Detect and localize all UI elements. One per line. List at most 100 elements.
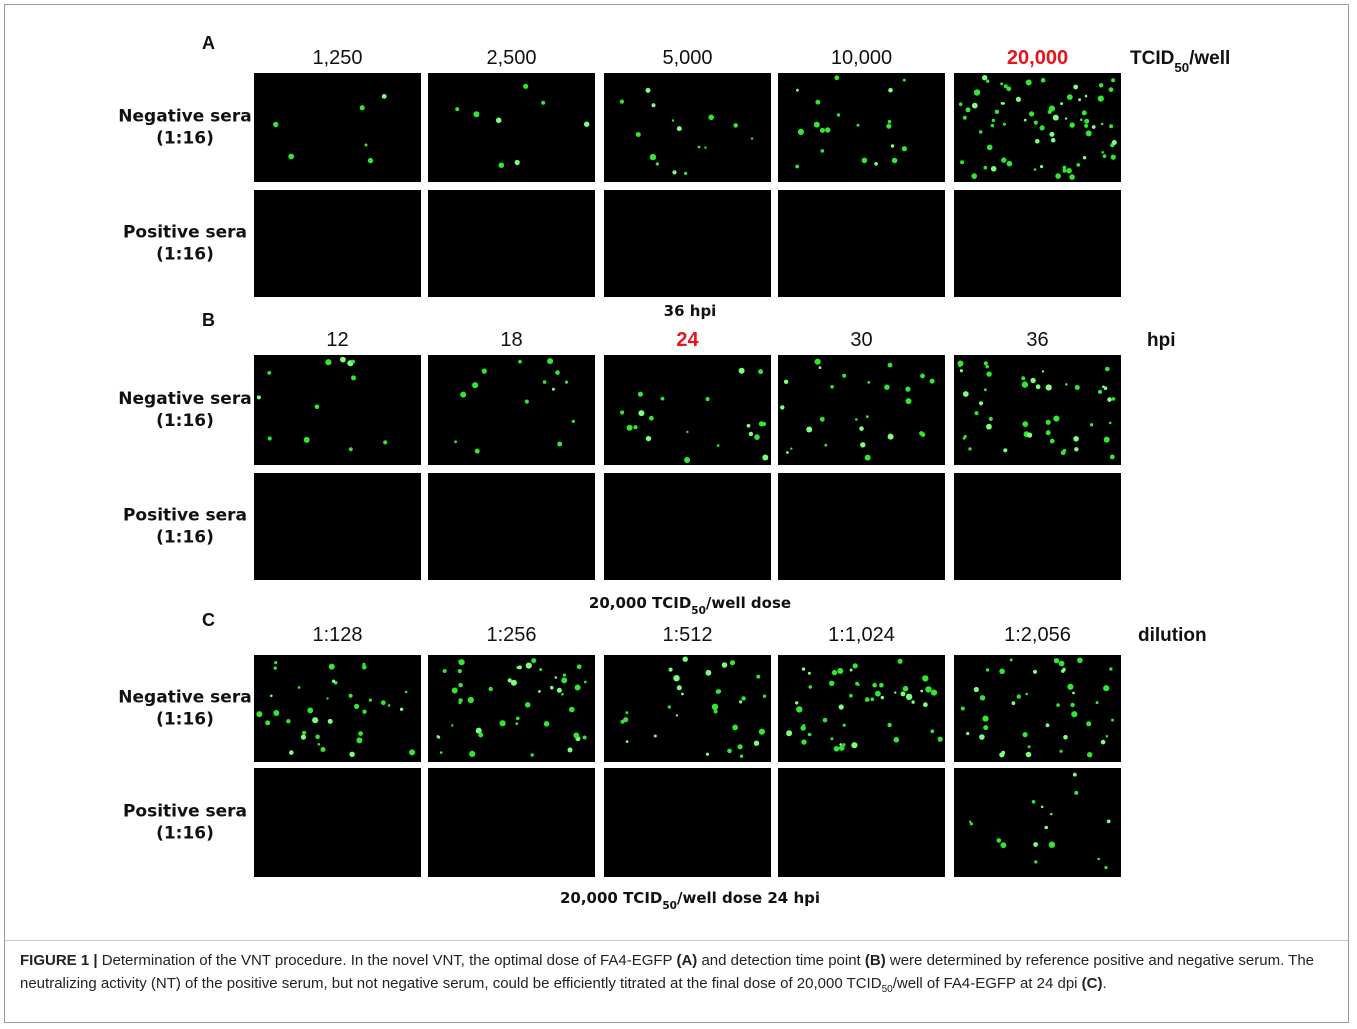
- fluorescent-cell: [1073, 436, 1079, 442]
- fluorescent-cell: [315, 735, 320, 740]
- fluorescent-cell: [351, 360, 355, 364]
- subscript: 50: [691, 605, 706, 617]
- fluorescent-cell: [1026, 80, 1032, 86]
- text-part: hpi: [1147, 330, 1176, 351]
- fluorescent-cell: [829, 681, 834, 686]
- micrograph: [604, 73, 771, 182]
- fluorescent-cell: [801, 739, 806, 744]
- fluorescent-cell: [1109, 87, 1114, 92]
- fluorescent-cell: [544, 721, 550, 727]
- fluorescent-cell: [843, 724, 846, 727]
- fluorescent-cell: [661, 397, 665, 401]
- micrograph: [428, 355, 595, 465]
- fluorescent-cell: [1109, 667, 1112, 670]
- fluorescent-cell: [584, 122, 589, 127]
- fluorescent-cell: [358, 731, 363, 736]
- fluorescent-cell: [257, 395, 261, 399]
- fluorescent-cell: [859, 426, 864, 431]
- micrograph: [604, 768, 771, 877]
- fluorescent-cell: [968, 447, 971, 450]
- fluorescent-cell: [903, 79, 906, 82]
- fluorescent-cell: [930, 379, 935, 384]
- panel-label: C: [202, 610, 215, 630]
- fluorescent-cell: [881, 696, 884, 699]
- fluorescent-cell: [1105, 367, 1110, 372]
- fluorescent-cell: [986, 80, 989, 83]
- fluorescent-cell: [1104, 386, 1108, 390]
- fluorescent-cell: [583, 736, 587, 740]
- fluorescent-cell: [860, 442, 865, 447]
- fluorescent-cell: [839, 704, 844, 709]
- fluorescent-cell: [984, 361, 988, 365]
- fluorescent-cell: [565, 381, 568, 384]
- fluorescent-cell: [656, 162, 659, 165]
- fluorescent-cell: [824, 444, 827, 447]
- fluorescent-cell: [1010, 658, 1013, 661]
- fluorescent-cell: [894, 737, 900, 743]
- fluorescent-cell: [360, 105, 365, 110]
- caption-text: /well of FA4-EGFP at 24 dpi: [893, 975, 1082, 992]
- fluorescent-cell: [458, 698, 462, 702]
- column-header: 1:256: [486, 624, 536, 646]
- fluorescent-cell: [1012, 701, 1016, 705]
- row-label: Positive sera: [123, 223, 247, 243]
- fluorescent-cell: [808, 672, 811, 675]
- fluorescent-cell: [786, 730, 792, 736]
- fluorescent-cell: [798, 129, 804, 135]
- fluorescent-cell: [669, 668, 673, 672]
- fluorescent-cell: [958, 361, 964, 367]
- fluorescent-cell: [857, 124, 860, 127]
- fluorescent-cell: [321, 747, 326, 752]
- fluorescent-cell: [563, 674, 566, 677]
- fluorescent-cell: [842, 743, 845, 746]
- fluorescent-cell: [1112, 397, 1116, 401]
- fluorescent-cell: [405, 691, 408, 694]
- column-header: 1:1,024: [828, 624, 895, 646]
- fluorescent-cell: [1000, 82, 1003, 85]
- fluorescent-cell: [304, 437, 310, 443]
- fluorescent-cell: [1109, 124, 1113, 128]
- fluorescent-cell: [476, 728, 482, 734]
- fluorescent-cell: [850, 669, 853, 672]
- fluorescent-cell: [458, 683, 462, 687]
- fluorescent-cell: [265, 720, 270, 725]
- fluorescent-cell: [891, 144, 894, 147]
- fluorescent-cell: [733, 123, 738, 128]
- fluorescent-cell: [832, 670, 837, 675]
- fluorescent-cell: [980, 695, 985, 700]
- fluorescent-cell: [1074, 791, 1078, 795]
- fluorescent-cell: [1084, 124, 1088, 128]
- micrograph: [604, 355, 771, 465]
- fluorescent-cell: [677, 685, 682, 690]
- fluorescent-cell: [984, 166, 988, 170]
- row-dilution: (1:16): [156, 129, 214, 149]
- fluorescent-cell: [851, 742, 857, 748]
- fluorescent-cell: [1061, 450, 1066, 455]
- fluorescent-cell: [919, 431, 924, 436]
- column-header: 18: [500, 329, 522, 351]
- fluorescent-cell: [1086, 130, 1092, 136]
- fluorescent-cell: [489, 687, 493, 691]
- micrograph: [254, 355, 421, 465]
- micrograph: [778, 355, 945, 465]
- caption-ref: (C): [1082, 975, 1103, 992]
- micrograph: [254, 190, 421, 297]
- fluorescent-cell: [865, 697, 870, 702]
- fluorescent-cell: [986, 424, 992, 430]
- fluorescent-cell: [1063, 166, 1067, 170]
- text-part: /well dose 24 hpi: [677, 889, 820, 907]
- fluorescent-cell: [1076, 163, 1080, 167]
- fluorescent-cell: [538, 690, 541, 693]
- fluorescent-cell: [1046, 430, 1051, 435]
- fluorescent-cell: [256, 711, 262, 717]
- fluorescent-cell: [905, 387, 910, 392]
- fluorescent-cell: [986, 365, 989, 368]
- fluorescent-cell: [888, 120, 892, 124]
- fluorescent-cell: [754, 741, 759, 746]
- fluorescent-cell: [525, 400, 529, 404]
- fluorescent-cell: [646, 436, 651, 441]
- fluorescent-cell: [995, 110, 999, 114]
- text-part: TCID: [1130, 48, 1174, 69]
- fluorescent-cell: [569, 707, 575, 713]
- fluorescent-cell: [762, 422, 766, 426]
